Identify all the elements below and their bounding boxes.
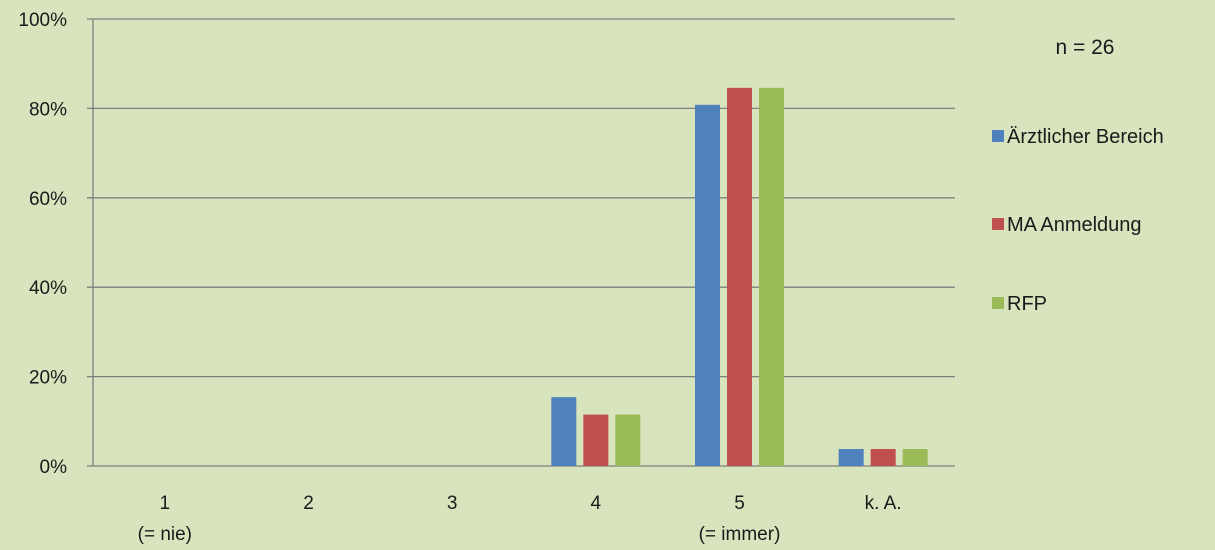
gridlines: [87, 18, 955, 467]
x-category-label: 3: [447, 493, 458, 514]
bars: [551, 87, 928, 466]
x-category-label: 4: [591, 493, 602, 514]
y-tick-label: 20%: [29, 368, 67, 389]
legend: Ärztlicher Bereich MA Anmeldung RFP: [992, 126, 1164, 315]
bar-2: [727, 87, 752, 466]
legend-label: Ärztlicher Bereich: [1007, 126, 1164, 148]
x-category-label: 1: [160, 493, 171, 514]
sample-size-annotation: n = 26: [1056, 36, 1115, 59]
y-tick-label: 0%: [40, 457, 68, 478]
legend-swatch: [992, 297, 1004, 309]
y-axis-ticks: 0% 20% 40% 60% 80% 100%: [18, 10, 67, 478]
legend-label: MA Anmeldung: [1007, 214, 1142, 236]
x-category-label: 2: [303, 493, 314, 514]
y-tick-label: 80%: [29, 99, 67, 120]
bar-1: [838, 449, 864, 466]
bar-2: [870, 449, 896, 466]
legend-label: RFP: [1007, 293, 1047, 315]
bar-3: [615, 414, 641, 466]
y-tick-label: 40%: [29, 278, 67, 299]
bar-3: [759, 87, 784, 466]
bar-3: [902, 449, 928, 466]
x-category-sublabel: (= immer): [699, 524, 781, 545]
bar-2: [583, 414, 609, 466]
x-category-label: 5: [734, 493, 745, 514]
x-axis-categories: 1 (= nie) 2 3 4 5 (= immer) k. A.: [138, 493, 902, 545]
legend-swatch: [992, 218, 1004, 230]
y-tick-label: 60%: [29, 189, 67, 210]
y-tick-label: 100%: [18, 10, 67, 31]
x-category-label: k. A.: [865, 493, 902, 514]
x-category-sublabel: (= nie): [138, 524, 192, 545]
bar-1: [695, 104, 720, 466]
bar-1: [551, 397, 577, 466]
legend-swatch: [992, 130, 1004, 142]
